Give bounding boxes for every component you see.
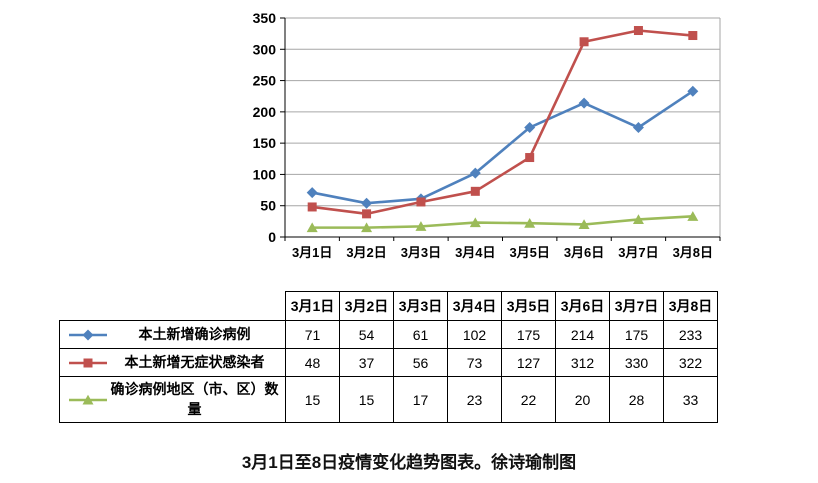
value-cell: 28 xyxy=(609,375,664,424)
diamond-marker-icon xyxy=(82,329,94,340)
triangle-marker-icon xyxy=(524,218,536,228)
data-table: 3月1日 3月2日 3月3日 3月4日 3月5日 3月6日 3月7日 3月8日本土新增确诊病例… xyxy=(59,291,718,424)
y-axis-label: 0 xyxy=(268,229,276,245)
value-cell: 312 xyxy=(555,348,610,377)
series-legend: 本土新增无症状感染者 xyxy=(60,350,285,376)
date-header-cell: 3月5日 xyxy=(501,291,556,321)
series-legend: 确诊病例地区（市、区）数量 xyxy=(60,377,285,422)
value-cell: 71 xyxy=(285,320,340,349)
value-cell: 175 xyxy=(501,320,556,349)
square-marker-icon xyxy=(525,153,535,163)
diamond-marker-icon xyxy=(361,197,373,209)
x-axis-label: 3月2日 xyxy=(346,245,386,260)
square-series-key-icon xyxy=(69,358,107,367)
y-axis-label: 300 xyxy=(253,41,277,57)
series-line xyxy=(310,89,695,205)
triangle-marker-icon xyxy=(632,214,644,224)
value-cell: 54 xyxy=(339,320,394,349)
x-axis-label: 3月7日 xyxy=(618,245,658,260)
x-axis-label: 3月8日 xyxy=(673,245,713,260)
square-marker-icon xyxy=(470,186,480,196)
series-label: 本土新增确诊病例 xyxy=(138,325,251,342)
x-axis-label: 3月5日 xyxy=(509,245,549,260)
value-cell: 322 xyxy=(663,348,718,377)
series-legend-cell: 本土新增确诊病例 xyxy=(59,320,286,349)
x-axis-label: 3月4日 xyxy=(455,245,495,260)
series-label: 本土新增无症状感染者 xyxy=(124,353,265,370)
value-cell: 233 xyxy=(663,320,718,349)
y-axis-label: 250 xyxy=(253,73,277,89)
value-cell: 330 xyxy=(609,348,664,377)
value-cell: 20 xyxy=(555,375,610,424)
square-marker-icon xyxy=(688,31,698,41)
series-label: 确诊病例地区（市、区）数量 xyxy=(110,381,279,417)
diamond-series-key-icon xyxy=(69,329,107,340)
square-marker-icon xyxy=(307,202,317,212)
x-axis-label: 3月3日 xyxy=(401,245,441,260)
table-header-row: 3月1日 3月2日 3月3日 3月4日 3月5日 3月6日 3月7日 3月8日 xyxy=(60,291,718,321)
square-marker-icon xyxy=(416,197,426,207)
date-header-cell: 3月8日 xyxy=(663,291,718,321)
diamond-marker-icon xyxy=(632,122,644,133)
date-header-cell: 3月7日 xyxy=(609,291,664,321)
diamond-marker-icon xyxy=(469,167,481,179)
square-marker-icon xyxy=(83,358,93,367)
chart-canvas: 0 50 100 150 200 250 300 350 3月1日 3月2日 3月3日 3月4日 3月5… xyxy=(253,10,721,260)
date-header-cell: 3月4日 xyxy=(447,291,502,321)
square-marker-icon xyxy=(579,37,589,47)
series-line xyxy=(310,29,695,216)
triangle-marker-icon xyxy=(469,217,481,228)
date-header-cell: 3月6日 xyxy=(555,291,610,321)
value-cell: 23 xyxy=(447,375,502,424)
series-legend-cell: 确诊病例地区（市、区）数量 xyxy=(59,375,286,424)
table-corner-cell xyxy=(60,292,286,321)
triangle-marker-icon xyxy=(578,219,590,229)
value-cell: 15 xyxy=(285,375,340,424)
value-cell: 73 xyxy=(447,348,502,377)
value-cell: 175 xyxy=(609,320,664,349)
diamond-marker-icon xyxy=(306,187,318,199)
triangle-marker-icon xyxy=(82,394,94,405)
table-row: 本土新增确诊病例 71 54 61 102 175 214 175 233 xyxy=(59,320,718,349)
y-axis-label: 200 xyxy=(253,104,277,120)
series-legend: 本土新增确诊病例 xyxy=(60,322,285,348)
y-axis-label: 150 xyxy=(253,135,277,151)
y-axis-label: 350 xyxy=(253,10,277,26)
triangle-series-key-icon xyxy=(69,394,107,405)
value-cell: 48 xyxy=(285,348,340,377)
date-header-cell: 3月1日 xyxy=(285,291,340,321)
date-header-cell: 3月3日 xyxy=(393,291,448,321)
y-axis-label: 100 xyxy=(253,166,277,182)
series-legend-cell: 本土新增无症状感染者 xyxy=(59,348,286,377)
value-cell: 214 xyxy=(555,320,610,349)
x-axis-label: 3月6日 xyxy=(564,245,604,260)
table-row: 本土新增无症状感染者 48 37 56 73 127 312 330 322 xyxy=(59,348,718,377)
value-cell: 37 xyxy=(339,348,394,377)
diamond-marker-icon xyxy=(578,97,590,109)
value-cell: 22 xyxy=(501,375,556,424)
value-cell: 102 xyxy=(447,320,502,349)
series-line xyxy=(310,215,695,229)
triangle-marker-icon xyxy=(361,222,373,233)
diamond-marker-icon xyxy=(524,122,536,133)
trend-line-chart: 0 50 100 150 200 250 300 350 3月1日 3月2日 3月3日 3月4日 3月5… xyxy=(238,2,730,277)
square-marker-icon xyxy=(362,209,372,219)
diamond-marker-icon xyxy=(687,85,699,97)
value-cell: 15 xyxy=(339,375,394,424)
value-cell: 33 xyxy=(663,375,718,424)
value-cell: 17 xyxy=(393,375,448,424)
triangle-marker-icon xyxy=(687,211,699,221)
value-cell: 61 xyxy=(393,320,448,349)
value-cell: 127 xyxy=(501,348,556,377)
value-cell: 56 xyxy=(393,348,448,377)
triangle-marker-icon xyxy=(415,221,427,231)
x-axis-label: 3月1日 xyxy=(292,245,332,260)
triangle-marker-icon xyxy=(306,222,318,233)
caption: 3月1日至8日疫情变化趋势图表。徐诗瑜制图 xyxy=(241,453,577,472)
y-axis-label: 50 xyxy=(260,198,276,214)
square-marker-icon xyxy=(633,26,643,36)
table-row: 确诊病例地区（市、区）数量 15 15 17 23 22 20 28 33 xyxy=(59,375,718,424)
date-header-cell: 3月2日 xyxy=(339,291,394,321)
